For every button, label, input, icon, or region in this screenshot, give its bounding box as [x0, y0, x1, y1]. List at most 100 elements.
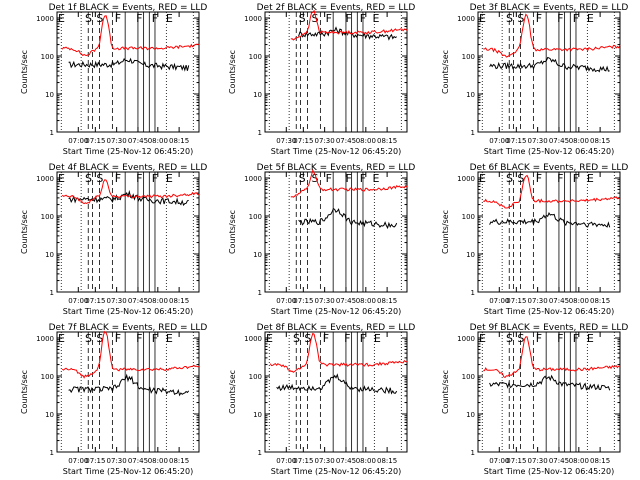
events-series-line [489, 212, 611, 228]
chart-title: Det 1f BLACK = Events, RED = LLD [49, 3, 208, 13]
x-tick-label: 07:30 [315, 457, 335, 465]
x-tick-label: 07:30 [107, 137, 127, 145]
x-tick-label: 07:45 [128, 297, 148, 305]
x-tick-label: 07:45 [128, 457, 148, 465]
plot-frame [477, 11, 621, 133]
flag-letter: E [166, 332, 173, 345]
x-tick-label: 07:30 [315, 297, 335, 305]
y-tick-label: 1000 [244, 335, 262, 343]
x-tick-label: 08:00 [356, 137, 376, 145]
x-tick-label: 07:30 [528, 297, 548, 305]
events-series-line [276, 373, 398, 395]
flag-letter: S [96, 172, 103, 185]
lld-series-line [61, 179, 200, 205]
flag-letter: F [115, 172, 121, 185]
y-tick-label: 100 [462, 53, 475, 61]
lld-series-line [61, 330, 200, 379]
flag-letter: S [304, 332, 311, 345]
x-tick-label: 07:30 [276, 137, 296, 145]
flag-letter: S [85, 332, 92, 345]
lld-series-line [290, 9, 408, 41]
events-series-line [68, 373, 190, 397]
flag-letter: E [587, 332, 594, 345]
flag-letter: F [346, 172, 352, 185]
lld-series-line [269, 332, 408, 373]
x-tick-label: 07:45 [549, 137, 569, 145]
x-tick-label: 07:45 [336, 297, 356, 305]
y-tick-label: 1000 [36, 15, 54, 23]
chart-title: Det 9f BLACK = Events, RED = LLD [470, 323, 629, 333]
y-tick-label: 100 [249, 213, 262, 221]
plot-frame [56, 331, 200, 453]
flag-letter: F [360, 172, 366, 185]
x-tick-label: 07:45 [549, 457, 569, 465]
x-tick-label: 07:00 [489, 457, 509, 465]
x-tick-label: 08:15 [169, 297, 189, 305]
y-axis-label: Counts/sec [20, 370, 29, 414]
flag-letter: S [506, 12, 513, 25]
flag-letter: F [557, 12, 563, 25]
plot-frame [56, 171, 200, 293]
x-tick-label: 08:00 [148, 457, 168, 465]
plot-frame [264, 171, 408, 293]
flag-letter: S [506, 172, 513, 185]
x-tick-label: 07:15 [293, 297, 313, 305]
x-axis-label: Start Time (25-Nov-12 06:45:20) [484, 147, 614, 156]
x-axis-label: Start Time (25-Nov-12 06:45:20) [271, 467, 401, 476]
y-axis-label: Counts/sec [441, 50, 450, 94]
x-tick-label: 08:15 [377, 457, 397, 465]
plot-frame [264, 331, 408, 453]
x-tick-label: 07:00 [68, 457, 88, 465]
chart-panel-1: Det 1f BLACK = Events, RED = LLD Counts/s… [20, 3, 207, 156]
flag-letter: S [96, 332, 103, 345]
y-tick-label: 10 [466, 251, 475, 259]
flag-letter: F [573, 12, 579, 25]
chart-panel-3: Det 3f BLACK = Events, RED = LLD Counts/s… [441, 3, 628, 156]
chart-panel-6: Det 6f BLACK = Events, RED = LLD Counts/s… [441, 163, 628, 316]
flag-letter: F [136, 332, 142, 345]
lld-series-line [483, 13, 621, 58]
y-tick-label: 1 [258, 129, 262, 137]
chart-panel-7: Det 7f BLACK = Events, RED = LLD Counts/s… [20, 323, 207, 476]
y-tick-label: 100 [41, 53, 54, 61]
x-tick-label: 08:00 [356, 457, 376, 465]
y-axis-label: Counts/sec [441, 370, 450, 414]
x-tick-label: 08:00 [148, 297, 168, 305]
y-tick-label: 1000 [457, 15, 475, 23]
flag-letter: F [136, 172, 142, 185]
plot-frame [264, 11, 408, 133]
flag-letter: E [373, 172, 380, 185]
flag-letter: S [311, 12, 318, 25]
y-tick-label: 1000 [36, 335, 54, 343]
flag-letter: F [326, 172, 332, 185]
plot-frame [56, 11, 200, 133]
events-series-line [489, 56, 610, 73]
events-series-line [68, 57, 190, 72]
x-tick-label: 07:15 [85, 137, 105, 145]
plot-frame [477, 331, 621, 453]
flag-letter: F [136, 12, 142, 25]
y-tick-label: 10 [466, 411, 475, 419]
x-tick-label: 07:45 [336, 137, 356, 145]
chart-panel-9: Det 9f BLACK = Events, RED = LLD Counts/s… [441, 323, 628, 476]
flag-letter: S [517, 172, 524, 185]
flag-letter: F [152, 332, 158, 345]
flag-letter: E [587, 172, 594, 185]
flag-letter: F [557, 332, 563, 345]
flag-letter: F [536, 12, 542, 25]
x-tick-label: 07:30 [107, 297, 127, 305]
lld-series-line [290, 168, 408, 198]
x-tick-label: 07:00 [68, 297, 88, 305]
x-tick-label: 07:15 [293, 137, 313, 145]
x-tick-label: 07:15 [293, 457, 313, 465]
x-tick-label: 07:30 [528, 137, 548, 145]
chart-title: Det 5f BLACK = Events, RED = LLD [257, 163, 416, 173]
flag-letter: S [311, 172, 318, 185]
events-series-line [68, 189, 189, 206]
flag-letter: E [373, 12, 380, 25]
flag-letter: F [115, 332, 121, 345]
events-series-line [489, 374, 611, 391]
y-axis-label: Counts/sec [20, 210, 29, 254]
flag-letter: S [85, 12, 92, 25]
x-axis-label: Start Time (25-Nov-12 06:45:20) [271, 307, 401, 316]
